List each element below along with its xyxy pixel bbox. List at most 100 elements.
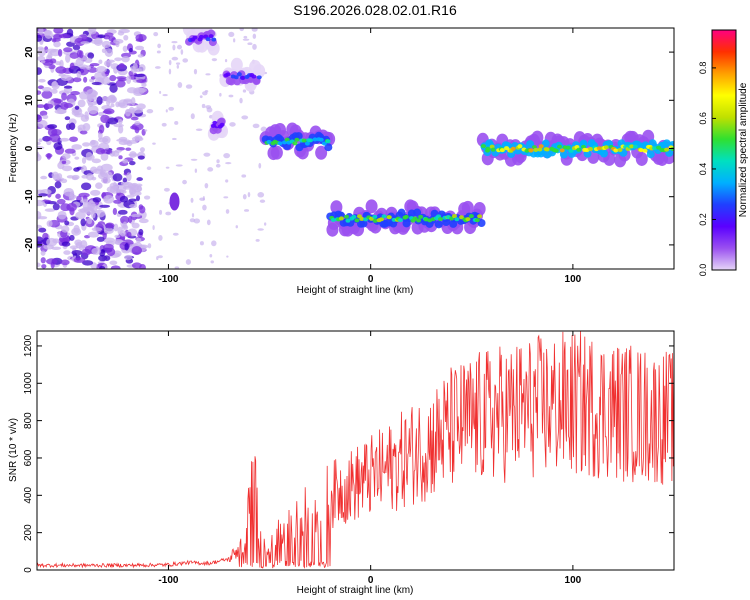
noise-blob	[102, 243, 114, 251]
noise-blob	[65, 53, 71, 63]
noise-blob	[90, 139, 96, 145]
snr-frame	[36, 330, 675, 571]
noise-blob	[159, 209, 163, 215]
noise-blob	[182, 58, 189, 63]
noise-blob	[64, 220, 70, 226]
noise-blob	[180, 49, 184, 55]
noise-blob	[219, 92, 222, 97]
noise-blob	[53, 142, 63, 151]
noise-blob	[52, 203, 60, 211]
segment-4-blob	[413, 208, 422, 217]
segment-2-blob	[256, 75, 262, 80]
noise-blob	[136, 237, 142, 244]
noise-blob	[131, 246, 143, 255]
noise-blob	[80, 41, 90, 45]
noise-blob	[203, 152, 211, 157]
noise-blob	[51, 37, 57, 43]
segment-5-blob	[533, 147, 539, 152]
segment-5-blob	[528, 148, 534, 153]
noise-blob	[134, 135, 143, 141]
noise-blob	[69, 136, 78, 142]
segment-5-blob	[656, 145, 662, 150]
x-tick-label: -100	[158, 274, 178, 285]
noise-blob	[239, 97, 243, 104]
y-tick-label: -10	[24, 189, 35, 204]
noise-blob	[126, 231, 132, 238]
noise-blob	[165, 166, 170, 169]
noise-blob	[122, 99, 133, 105]
noise-blob	[122, 221, 128, 229]
noise-blob	[64, 148, 76, 154]
segment-4-blob	[359, 216, 365, 221]
noise-blob	[157, 43, 161, 49]
segment-2-blob	[227, 77, 236, 86]
noise-blob	[128, 198, 137, 202]
noise-blob	[233, 38, 236, 43]
segment-4-blob	[372, 214, 378, 219]
segment-5-blob	[599, 149, 608, 158]
segment-4-blob	[365, 199, 378, 214]
noise-blob	[202, 91, 208, 96]
segment-5-blob	[553, 148, 559, 153]
segment-5-blob	[538, 144, 544, 149]
segment-5-blob	[646, 150, 655, 159]
noise-blob	[136, 177, 143, 182]
segment-5-blob	[629, 144, 635, 149]
segment-5-blob	[596, 146, 602, 151]
x-tick-label: 0	[368, 274, 374, 285]
noise-blob	[241, 115, 249, 120]
noise-blob	[130, 116, 139, 121]
segment-3-blob	[321, 141, 327, 146]
noise-blob	[165, 211, 172, 216]
noise-blob	[37, 216, 48, 220]
noise-blob	[110, 103, 115, 108]
segment-5-blob	[638, 148, 644, 153]
y-tick-label: -20	[24, 237, 35, 252]
noise-blob	[91, 247, 101, 255]
y-tick-label: 200	[23, 524, 34, 541]
noise-blob	[171, 40, 178, 44]
noise-blob	[37, 236, 44, 245]
segment-5-blob	[504, 146, 510, 151]
noise-blob	[172, 137, 177, 141]
noise-blob	[126, 172, 132, 182]
noise-blob	[216, 159, 220, 164]
segment-1-blob	[219, 122, 225, 127]
noise-blob	[128, 153, 140, 157]
noise-blob	[40, 60, 46, 64]
segment-4-blob	[345, 218, 351, 223]
colorbar-label: Normalized spectral amplitude	[738, 82, 749, 217]
noise-blob	[163, 187, 170, 192]
noise-blob	[199, 241, 204, 246]
segment-3-blob	[318, 137, 324, 142]
noise-blob	[96, 165, 104, 172]
noise-blob	[127, 215, 133, 224]
noise-blob	[252, 43, 257, 50]
segment-5-blob	[603, 145, 609, 150]
noise-blob	[137, 54, 144, 58]
noise-blob	[40, 257, 46, 264]
noise-blob	[94, 71, 106, 81]
segment-3-blob	[308, 138, 314, 143]
noise-blob	[115, 79, 126, 88]
colorbar-tick-label: 0.0	[698, 264, 708, 277]
noise-blob	[235, 225, 239, 229]
noise-blob	[101, 40, 112, 49]
noise-blob	[137, 155, 145, 160]
segment-3-blob	[270, 145, 283, 160]
noise-blob	[176, 44, 183, 50]
noise-blob	[61, 241, 71, 247]
noise-blob	[61, 92, 67, 101]
noise-blob	[190, 197, 194, 203]
segment-5-blob	[642, 148, 648, 153]
segment-5-blob	[652, 146, 658, 151]
noise-blob	[46, 220, 53, 227]
noise-blob	[60, 259, 70, 266]
noise-blob	[242, 38, 250, 41]
y-tick-label: 400	[23, 487, 34, 504]
noise-blob	[57, 210, 67, 220]
snr-y-ticks: 0 200 400 600 800 1000 1200	[23, 334, 674, 573]
segment-4-blob	[343, 214, 349, 219]
segment-0-blob	[192, 35, 198, 40]
noise-blob	[152, 142, 156, 145]
